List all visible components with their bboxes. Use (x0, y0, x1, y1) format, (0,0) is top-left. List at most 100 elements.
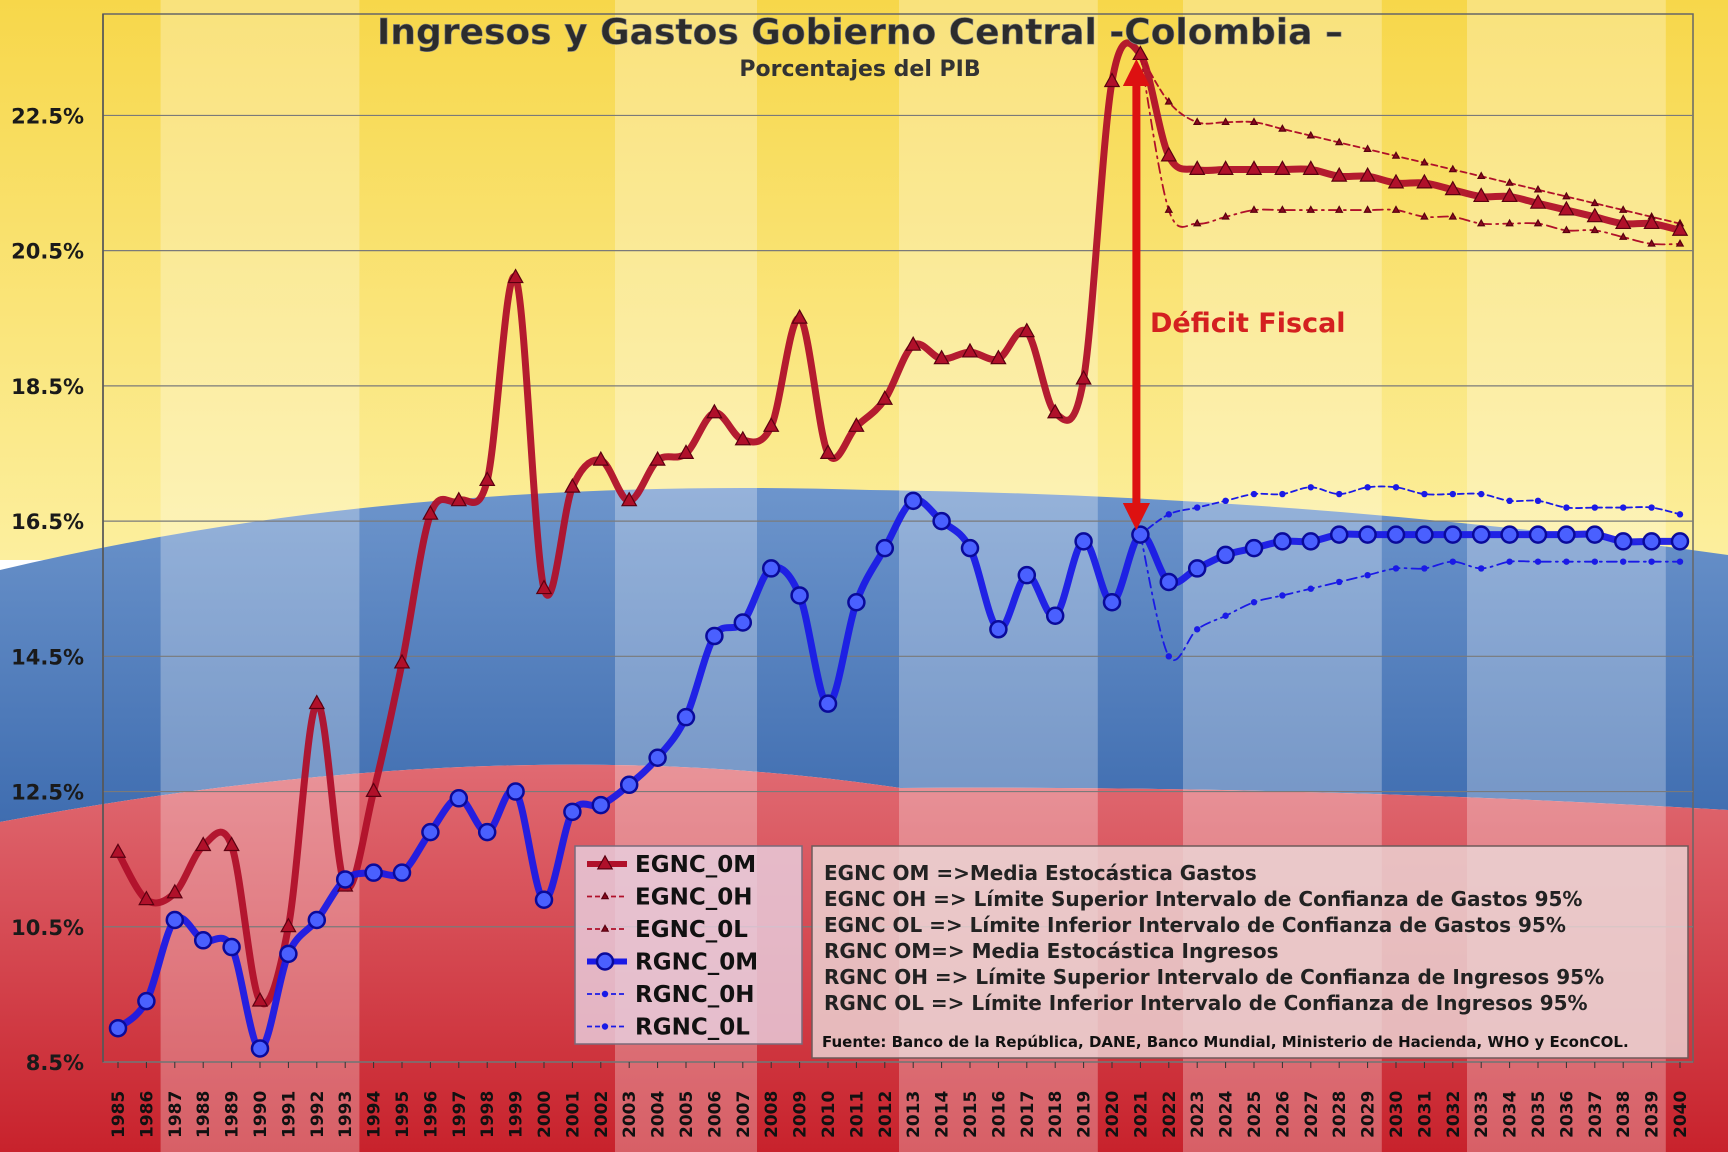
marker-rgnc_0m-2024 (1216, 545, 1235, 565)
marker-rgnc_0m-2001 (563, 802, 582, 822)
marker-rgnc_0m-2010 (818, 694, 838, 713)
y-tick-label: 10.5% (11, 916, 84, 940)
marker-egnc_0l-2040 (1675, 239, 1685, 247)
marker-egnc_0h-2023 (1192, 117, 1202, 125)
marker-rgnc_0m-2007 (733, 613, 753, 632)
description-line: RGNC OL => Límite Inferior Intervalo de … (824, 991, 1588, 1015)
marker-rgnc_0m-1989 (222, 937, 241, 957)
marker-egnc_0m-2017 (1018, 322, 1036, 338)
x-tick-label: 2002 (592, 1091, 612, 1138)
x-tick-label: 2016 (989, 1091, 1009, 1138)
marker-rgnc_0m-2026 (1273, 532, 1292, 551)
marker-egnc_0m-2034 (1501, 187, 1518, 203)
marker-rgnc_0h-2023 (1194, 504, 1201, 511)
marker-egnc_0h-2031 (1420, 157, 1429, 166)
marker-rgnc_0m-2017 (1017, 565, 1037, 585)
marker-rgnc_0l-2025 (1250, 599, 1258, 606)
marker-rgnc_0h-2026 (1279, 490, 1286, 498)
marker-rgnc_0m-2020 (1102, 592, 1122, 612)
marker-egnc_0m-1989 (223, 836, 240, 852)
marker-rgnc_0l-2033 (1478, 565, 1485, 572)
legend-item-rgnc_0h: RGNC_0H (587, 982, 754, 1008)
x-tick-label: 2009 (791, 1091, 811, 1138)
marker-rgnc_0h-2035 (1534, 497, 1542, 505)
marker-rgnc_0m-2022 (1159, 572, 1179, 592)
marker-egnc_0m-2040 (1671, 221, 1689, 236)
marker-egnc_0m-2002 (592, 450, 610, 466)
marker-rgnc_0m-1995 (392, 863, 412, 882)
x-tick-label: 1997 (450, 1091, 470, 1138)
description-line: EGNC OM =>Media Estocástica Gastos (824, 861, 1257, 885)
x-tick-label: 1989 (223, 1091, 243, 1138)
series-line-egnc_0l (1139, 53, 1681, 246)
marker-rgnc_0m-2036 (1557, 525, 1576, 544)
x-tick-label: 2015 (961, 1091, 981, 1138)
x-tick-label: 2027 (1302, 1091, 1322, 1138)
x-tick-label: 2003 (620, 1091, 640, 1138)
marker-rgnc_0m-1986 (137, 991, 156, 1011)
marker-egnc_0m-2028 (1330, 166, 1348, 182)
marker-egnc_0m-2037 (1586, 207, 1604, 223)
chart-title: Ingresos y Gastos Gobierno Central -Colo… (377, 12, 1343, 53)
marker-egnc_0l-2033 (1476, 218, 1486, 227)
x-tick-label: 1986 (137, 1091, 157, 1138)
x-tick-label: 1990 (251, 1091, 271, 1138)
x-tick-label: 1994 (365, 1091, 385, 1138)
marker-egnc_0m-1999 (507, 268, 524, 284)
marker-egnc_0h-2027 (1306, 130, 1316, 139)
marker-rgnc_0h-2039 (1648, 504, 1655, 511)
x-tick-label: 2028 (1330, 1091, 1350, 1138)
marker-rgnc_0l-2023 (1194, 626, 1201, 633)
marker-rgnc_0m-2032 (1443, 525, 1463, 544)
marker-rgnc_0h-2027 (1307, 484, 1315, 491)
x-tick-label: 2001 (563, 1091, 583, 1138)
marker-egnc_0m-2024 (1217, 160, 1234, 175)
marker-rgnc_0m-1999 (506, 782, 525, 801)
x-tick-label: 2025 (1245, 1091, 1265, 1138)
x-tick-label: 1999 (507, 1091, 527, 1138)
marker-egnc_0l-2028 (1334, 205, 1344, 213)
marker-rgnc_0m-2016 (989, 620, 1008, 639)
y-tick-label: 8.5% (26, 1051, 84, 1075)
marker-egnc_0h-2038 (1618, 205, 1628, 213)
legend-item-egnc_0m: EGNC_0M (587, 852, 756, 878)
x-tick-label: 1987 (166, 1091, 186, 1138)
marker-egnc_0l-2026 (1278, 205, 1287, 213)
x-tick-label: 2021 (1131, 1091, 1151, 1138)
x-tick-label: 2024 (1217, 1091, 1237, 1138)
marker-egnc_0m-2014 (933, 349, 950, 365)
marker-rgnc_0h-2025 (1250, 490, 1258, 498)
x-tick-label: 2034 (1501, 1091, 1521, 1138)
marker-rgnc_0m-2005 (676, 707, 696, 727)
x-tick-label: 2010 (819, 1091, 839, 1138)
marker-egnc_0m-2006 (706, 403, 723, 419)
x-tick-label: 2038 (1614, 1091, 1634, 1138)
x-tick-label: 2020 (1103, 1091, 1123, 1138)
marker-rgnc_0m-1985 (108, 1018, 128, 1038)
marker-egnc_0h-2035 (1533, 184, 1543, 193)
marker-rgnc_0m-1997 (449, 789, 469, 808)
marker-egnc_0h-2034 (1505, 178, 1514, 186)
marker-rgnc_0m-2012 (875, 538, 895, 558)
marker-egnc_0m-2009 (791, 308, 808, 324)
chart-subtitle: Porcentajes del PIB (739, 57, 980, 82)
marker-rgnc_0l-2028 (1336, 578, 1343, 586)
x-tick-label: 1995 (393, 1091, 413, 1138)
marker-rgnc_0m-1998 (477, 822, 497, 842)
x-tick-label: 1992 (308, 1091, 328, 1138)
marker-egnc_0m-2025 (1245, 160, 1263, 175)
marker-rgnc_0h-2033 (1478, 490, 1485, 498)
marker-rgnc_0l-2032 (1449, 558, 1457, 565)
marker-rgnc_0m-2004 (648, 748, 667, 767)
marker-rgnc_0l-2030 (1392, 565, 1400, 572)
legend-label: RGNC_0H (635, 982, 754, 1008)
deficit-annotation: Déficit Fiscal (1150, 308, 1346, 339)
marker-egnc_0l-2039 (1647, 239, 1656, 247)
y-tick-label: 12.5% (11, 781, 84, 805)
y-tick-label: 16.5% (11, 510, 84, 534)
x-tick-label: 2019 (1075, 1091, 1095, 1138)
x-tick-label: 1993 (336, 1091, 356, 1138)
legend-swatch-marker (601, 1023, 609, 1030)
